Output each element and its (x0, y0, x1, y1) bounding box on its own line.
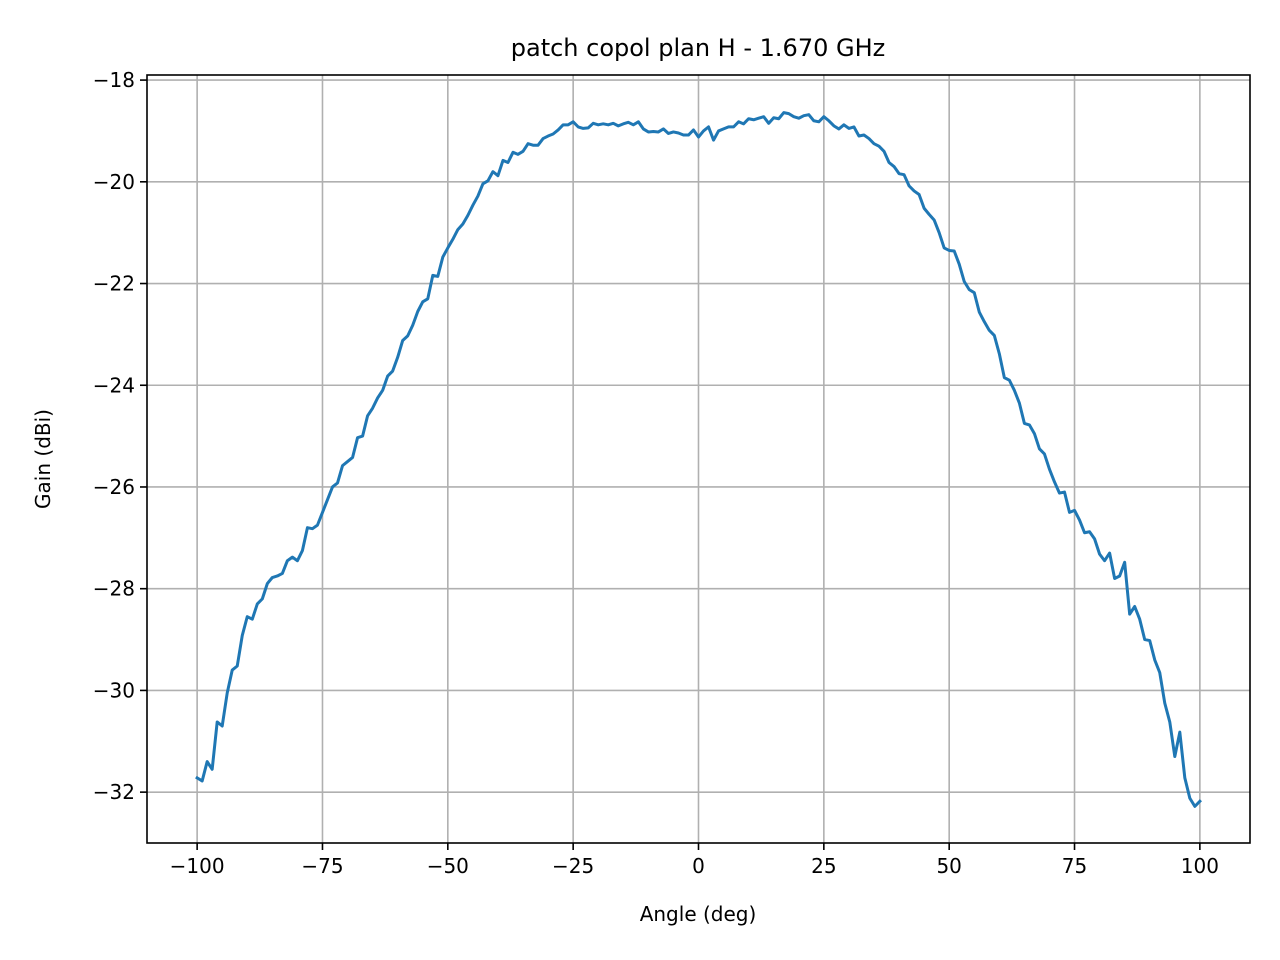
y-tick-label: −26 (93, 475, 135, 499)
y-tick-label: −32 (93, 780, 135, 804)
y-tick: −28 (93, 577, 147, 601)
x-tick: −75 (301, 843, 344, 878)
x-tick-label: 0 (692, 854, 705, 878)
y-tick-label: −24 (93, 373, 135, 397)
x-tick: −25 (552, 843, 594, 878)
y-tick-label: −18 (93, 68, 135, 92)
y-tick-label: −20 (93, 170, 135, 194)
x-axis-ticks: −100 −75 −50 −25 0 25 50 75 100 (170, 843, 1219, 878)
x-tick-label: 50 (936, 854, 961, 878)
y-tick: −22 (93, 272, 147, 296)
chart-title: patch copol plan H - 1.670 GHz (511, 34, 885, 62)
x-tick: 50 (936, 843, 962, 878)
y-axis-ticks: −32 −30 −28 −26 −24 −22 −20 −18 (93, 68, 147, 804)
x-axis-label: Angle (deg) (640, 902, 757, 926)
x-tick: −50 (427, 843, 469, 878)
x-tick: 100 (1181, 843, 1219, 878)
series-line-0 (195, 111, 1202, 808)
x-tick: 75 (1062, 843, 1087, 878)
x-tick-label: −50 (427, 854, 469, 878)
x-tick-label: −100 (170, 854, 225, 878)
x-tick-label: −75 (301, 854, 343, 878)
x-tick-label: −25 (552, 854, 594, 878)
series-layer (195, 111, 1202, 808)
y-tick: −20 (93, 170, 147, 194)
grid-lines (147, 75, 1250, 843)
x-tick-label: 100 (1181, 854, 1219, 878)
x-tick-label: 75 (1062, 854, 1087, 878)
y-tick: −32 (93, 780, 147, 804)
y-tick-label: −30 (93, 678, 135, 702)
y-tick: −18 (93, 68, 147, 92)
x-tick: 0 (692, 843, 705, 878)
x-tick-label: 25 (811, 854, 836, 878)
y-tick: −24 (93, 373, 147, 397)
y-tick: −30 (93, 678, 147, 702)
y-tick-label: −22 (93, 272, 135, 296)
y-tick-label: −28 (93, 577, 135, 601)
y-tick: −26 (93, 475, 147, 499)
x-tick: 25 (811, 843, 837, 878)
y-axis-label: Gain (dBi) (31, 409, 55, 509)
x-tick: −100 (170, 843, 225, 878)
